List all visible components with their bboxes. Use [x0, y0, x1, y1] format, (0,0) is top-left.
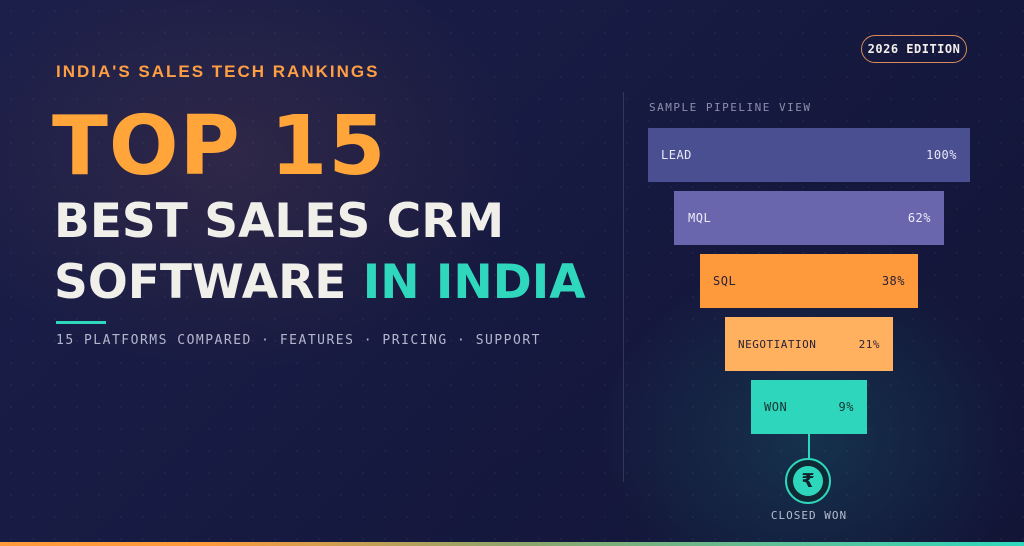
stage-name: NEGOTIATION — [738, 337, 817, 351]
stage-percent: 100% — [926, 148, 957, 162]
stage-name: LEAD — [661, 148, 692, 162]
funnel-stage-sql: SQL 38% — [700, 254, 918, 308]
stage-name: WON — [764, 400, 788, 414]
stage-percent: 38% — [881, 274, 905, 288]
pipeline-label: SAMPLE PIPELINE VIEW — [649, 101, 812, 114]
funnel-stage-won: WON 9% — [751, 380, 867, 434]
stage-percent: 9% — [838, 400, 854, 414]
accent-divider — [56, 321, 106, 324]
stage-name: MQL — [688, 211, 712, 225]
rupee-icon: ₹ — [785, 458, 831, 504]
title-in-india: IN INDIA — [362, 255, 586, 310]
funnel-stage-mql: MQL 62% — [674, 191, 944, 245]
edition-badge: 2026 EDITION — [861, 35, 967, 63]
closed-won-label: CLOSED WON — [770, 509, 848, 522]
rupee-symbol: ₹ — [793, 466, 823, 496]
kicker-heading: INDIA'S SALES TECH RANKINGS — [56, 62, 380, 81]
funnel-stage-negotiation: NEGOTIATION 21% — [725, 317, 893, 371]
title-line-2: SOFTWARE IN INDIA — [54, 255, 586, 311]
stage-percent: 62% — [907, 211, 931, 225]
title-line-1: BEST SALES CRM — [54, 194, 505, 249]
funnel-stage-lead: LEAD 100% — [648, 128, 970, 182]
tagline: 15 PLATFORMS COMPARED · FEATURES · PRICI… — [56, 333, 541, 348]
stage-name: SQL — [713, 274, 737, 288]
top-15-heading: TOP 15 — [52, 99, 387, 194]
bottom-gradient-bar — [0, 542, 1024, 546]
funnel-connector — [808, 434, 810, 460]
vertical-divider — [623, 92, 624, 482]
stage-percent: 21% — [858, 337, 880, 351]
title-software: SOFTWARE — [54, 255, 347, 310]
